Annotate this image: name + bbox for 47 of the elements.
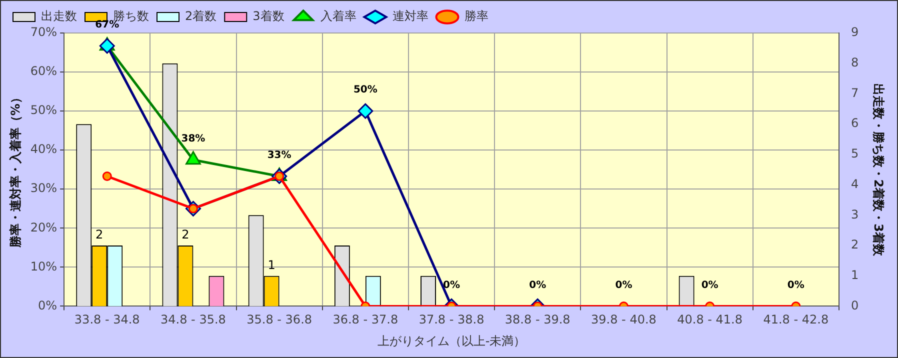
y2-tick-label: 5 [850, 146, 859, 161]
y-axis-title: 勝率・連対率・入着率（%） [8, 92, 22, 249]
x-tick-label: 41.8 - 42.8 [763, 312, 829, 327]
y2-tick-label: 8 [850, 55, 859, 70]
data-label: 0% [701, 280, 718, 291]
y-tick-label: 20% [30, 220, 58, 234]
x-tick-label: 40.8 - 41.8 [677, 312, 743, 327]
y-tick-label: 70% [30, 25, 58, 40]
y-tick-label: 10% [30, 259, 58, 274]
data-label: 1 [268, 258, 276, 272]
x-tick-label: 37.8 - 38.8 [418, 312, 484, 327]
y2-tick-label: 2 [850, 238, 859, 252]
x-tick-label: 35.8 - 36.8 [246, 312, 312, 327]
y-tick-label: 30% [30, 181, 58, 196]
legend-label: 3着数 [252, 9, 284, 24]
x-tick-label: 33.8 - 34.8 [74, 312, 140, 327]
y2-axis-title: 出走数・勝ち数・2着数・3着数 [872, 83, 886, 257]
legend-label: 2着数 [185, 9, 217, 24]
data-label: 50% [353, 84, 378, 96]
data-label: 38% [181, 133, 206, 144]
x-tick-label: 34.8 - 35.8 [160, 312, 226, 327]
data-label: 33% [267, 150, 292, 161]
legend-label: 入着率 [320, 9, 356, 24]
legend-label: 出走数 [41, 9, 77, 24]
y2-tick-label: 9 [850, 25, 859, 40]
y2-tick-label: 4 [850, 176, 859, 191]
y2-tick-label: 6 [850, 116, 859, 130]
y-tick-label: 60% [30, 64, 58, 78]
data-label: 2 [96, 228, 104, 242]
y-tick-label: 0% [38, 298, 58, 312]
y2-tick-label: 1 [850, 268, 859, 282]
y-tick-label: 50% [30, 103, 58, 118]
data-label: 0% [443, 280, 460, 291]
x-tick-label: 39.8 - 40.8 [591, 312, 656, 327]
y2-tick-label: 7 [850, 86, 859, 100]
y-tick-label: 40% [30, 142, 58, 156]
legend-label: 勝率 [464, 9, 488, 24]
x-tick-label: 36.8 - 37.8 [332, 312, 398, 327]
legend-label: 連対率 [392, 9, 428, 24]
data-label: 0% [615, 280, 632, 291]
y2-tick-label: 0 [850, 298, 859, 312]
data-label: 2 [182, 228, 190, 242]
x-tick-label: 38.8 - 39.8 [504, 312, 570, 327]
x-axis-title: 上がりタイム（以上-未満） [377, 334, 526, 348]
data-label: 0% [529, 280, 546, 291]
y2-tick-label: 3 [850, 207, 859, 222]
data-label: 0% [787, 280, 804, 291]
